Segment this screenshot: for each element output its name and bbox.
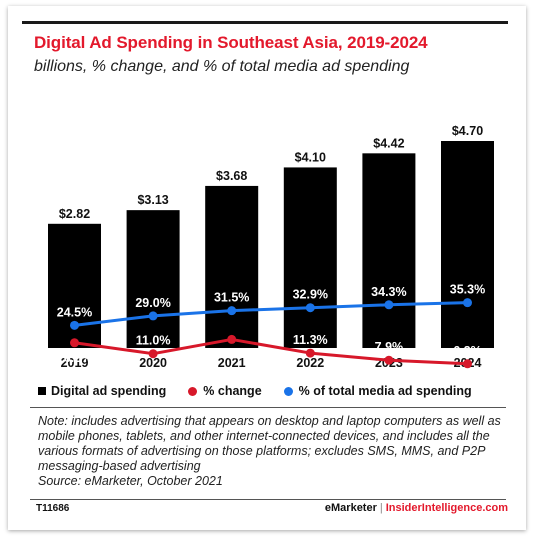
share-of-total-point <box>70 320 79 330</box>
share-of-total-point <box>305 303 315 313</box>
bar-value-label: $4.42 <box>373 136 404 150</box>
percent-change-point <box>227 334 237 344</box>
percent-change-point <box>384 355 394 365</box>
legend: Digital ad spending % change % of total … <box>38 382 494 400</box>
bar <box>283 167 337 348</box>
brand-insiderintelligence-link[interactable]: InsiderIntelligence.com <box>385 502 508 514</box>
share-of-total-data-label: 35.3% <box>450 283 485 297</box>
legend-swatch-dot-icon <box>283 386 293 396</box>
x-tick-label: 2022 <box>296 356 324 370</box>
share-of-total-point <box>384 300 394 310</box>
chart-id-code: T11686 <box>36 503 70 514</box>
share-of-total-data-label: 34.3% <box>371 285 406 299</box>
bar-value-label: $4.70 <box>452 124 483 138</box>
percent-change-data-label: 11.3% <box>293 333 328 347</box>
legend-label: % of total media ad spending <box>298 384 472 398</box>
footer-divider <box>30 499 506 500</box>
chart-title: Digital Ad Spending in Southeast Asia, 2… <box>34 33 428 52</box>
brand-footer: eMarketer | InsiderIntelligence.com <box>325 502 508 514</box>
percent-change-data-label: 16.2% <box>57 351 92 365</box>
percent-change-line <box>74 337 468 366</box>
share-of-total-line <box>74 301 468 327</box>
x-tick-label: 2021 <box>218 356 246 370</box>
legend-item-share-of-total: % of total media ad spending <box>283 384 472 398</box>
share-of-total-point <box>148 311 158 321</box>
share-of-total-point <box>463 298 472 308</box>
share-of-total-point <box>227 306 237 316</box>
percent-change-data-label: 17.8% <box>214 347 249 361</box>
bar <box>441 141 494 348</box>
percent-change-data-label: 11.0% <box>136 334 171 348</box>
percent-change-point <box>148 349 158 359</box>
share-of-total-data-label: 31.5% <box>214 291 249 305</box>
share-of-total-data-label: 29.0% <box>135 296 170 310</box>
legend-item-percent-change: % change <box>188 384 262 398</box>
percent-change-data-label: 6.2% <box>453 344 482 358</box>
legend-swatch-square-icon <box>38 387 46 395</box>
legend-swatch-dot-icon <box>188 386 198 396</box>
bar <box>362 153 416 348</box>
share-of-total-data-label: 32.9% <box>293 288 328 302</box>
title-rule <box>22 21 508 24</box>
percent-change-point <box>463 359 472 369</box>
bar-value-label: $3.13 <box>137 193 168 207</box>
legend-item-digital-ad-spending: Digital ad spending <box>38 384 166 398</box>
source-text: Source: eMarketer, October 2021 <box>38 474 223 488</box>
legend-label: Digital ad spending <box>51 384 167 398</box>
chart-plot: $2.82 2019 $3.13 2020 $3.68 2021 $4.10 2022 $4.4… <box>48 124 494 370</box>
bar-value-label: $2.82 <box>59 207 90 221</box>
chart-subtitle: billions, % change, and % of total media… <box>34 58 410 75</box>
bar-value-label: $3.68 <box>216 169 247 183</box>
bar <box>126 210 180 348</box>
bar-value-label: $4.10 <box>295 150 326 164</box>
brand-separator: | <box>379 502 383 514</box>
share-of-total-data-label: 24.5% <box>57 305 92 319</box>
percent-change-point <box>305 348 315 358</box>
x-tick-label: 2020 <box>139 356 167 370</box>
x-tick-label: 2019 <box>61 356 89 370</box>
bar <box>205 185 259 348</box>
legend-divider <box>30 407 506 408</box>
brand-emarketer: eMarketer <box>324 502 377 514</box>
percent-change-data-label: 7.9% <box>375 340 404 354</box>
percent-change-point <box>70 338 79 348</box>
note-text: Note: includes advertising that appears … <box>38 414 501 473</box>
chart-note: Note: includes advertising that appears … <box>38 414 510 489</box>
legend-label: % change <box>203 384 262 398</box>
